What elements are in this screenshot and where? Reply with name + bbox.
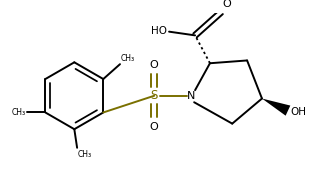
Text: S: S [151, 89, 158, 102]
Text: CH₃: CH₃ [12, 108, 26, 117]
Text: N: N [187, 91, 196, 101]
Text: O: O [150, 60, 158, 70]
Text: OH: OH [291, 107, 307, 117]
Text: O: O [222, 0, 231, 9]
Text: O: O [150, 122, 158, 132]
Polygon shape [262, 99, 290, 116]
Text: CH₃: CH₃ [121, 54, 135, 63]
Text: CH₃: CH₃ [78, 150, 92, 159]
Text: HO: HO [151, 26, 167, 36]
